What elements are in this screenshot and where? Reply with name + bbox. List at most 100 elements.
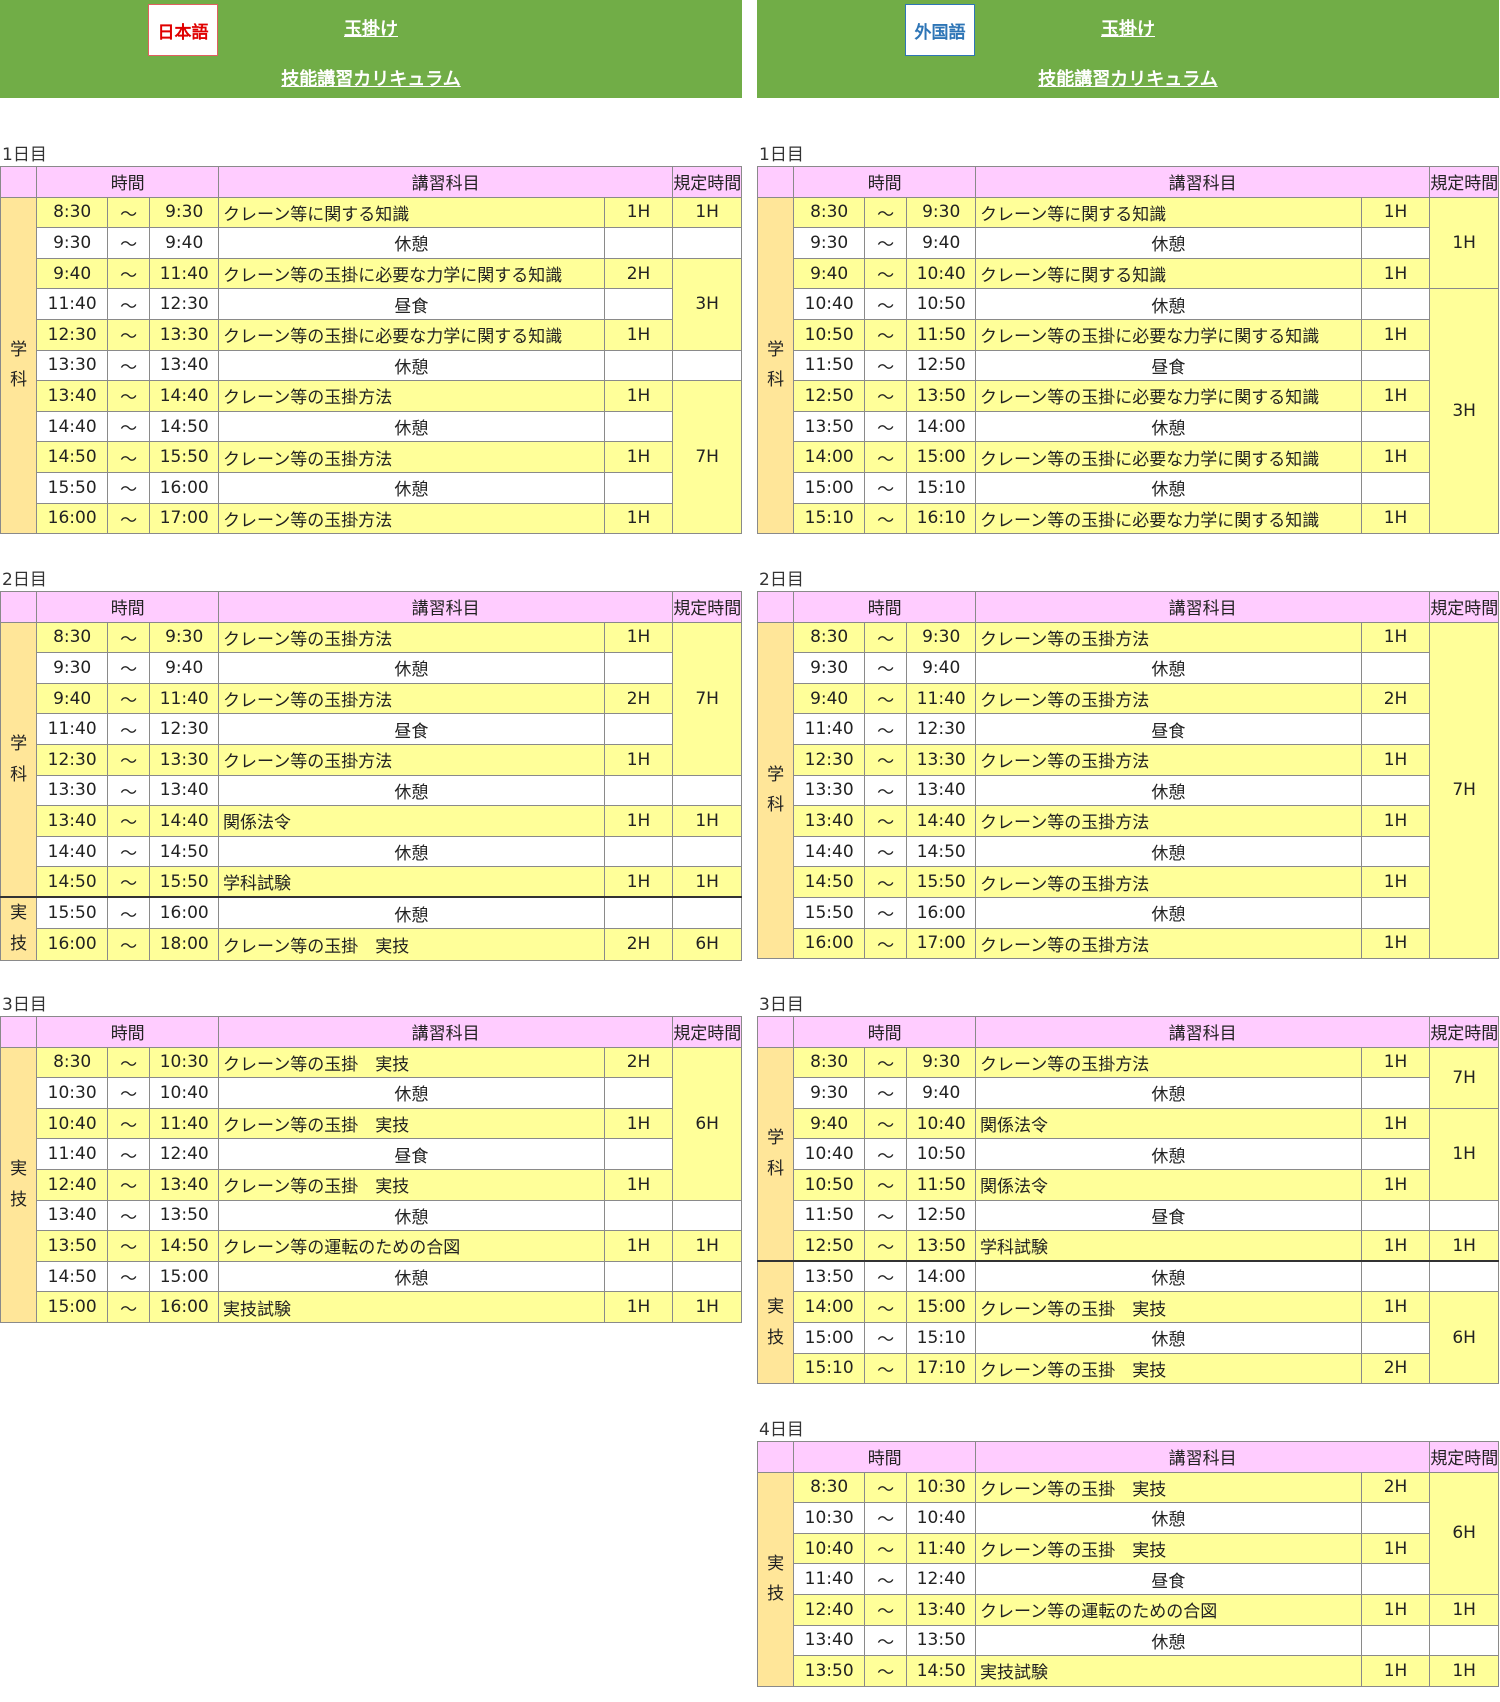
header-required-time: 規定時間 [1429, 166, 1499, 198]
subject: クレーン等の玉掛 実技 [218, 1046, 605, 1079]
category-char: 学 [767, 1128, 785, 1149]
start-time: 15:00 [36, 1291, 108, 1323]
hours [603, 1199, 674, 1232]
language-button-foreign[interactable]: 外国語 [905, 4, 975, 56]
time-separator: ～ [863, 1077, 908, 1109]
schedule-row: 11:50 ～ 12:50 昼食 [758, 349, 1499, 382]
end-time: 12:30 [149, 288, 220, 320]
schedule-row: 9:30 ～ 9:40 休憩 [758, 227, 1499, 259]
end-time: 9:30 [906, 196, 977, 229]
end-time: 15:10 [906, 471, 977, 504]
time-separator: ～ [863, 835, 908, 868]
subject: クレーン等に関する知識 [975, 196, 1362, 229]
schedule-table: 時間 講習科目 規定時間学科 8:30 ～ 9:30 クレーン等の玉掛方法 1H 7H 9:30 ～… [0, 591, 742, 961]
start-time: 10:40 [793, 288, 865, 320]
time-separator: ～ [106, 257, 151, 290]
hours [1360, 410, 1431, 443]
course-link[interactable]: 玉掛け [344, 19, 398, 40]
schedule-row: 10:50 ～ 11:50 関係法令 1H [758, 1168, 1499, 1201]
end-time: 10:30 [149, 1046, 220, 1079]
category-label: 実技 [10, 1159, 27, 1210]
day-label: 1日目 [759, 145, 804, 165]
end-time: 13:50 [906, 380, 977, 412]
subject: 休憩 [975, 1077, 1362, 1109]
hours [603, 349, 674, 382]
start-time: 10:30 [36, 1077, 108, 1109]
hours: 1H [603, 1107, 674, 1140]
header-subject: 講習科目 [975, 166, 1431, 198]
hours: 1H [603, 441, 674, 473]
required-time: 6H [1429, 1471, 1499, 1595]
hours: 1H [603, 866, 674, 898]
start-time: 9:30 [36, 652, 108, 684]
time-separator: ～ [106, 1168, 151, 1201]
category-label: 学科 [767, 765, 784, 816]
hours [1360, 774, 1431, 807]
end-time: 13:30 [149, 318, 220, 351]
curriculum-link[interactable]: 技能講習カリキュラム [1038, 69, 1218, 90]
required-time [672, 1199, 742, 1232]
subject: クレーン等の玉掛方法 [218, 682, 605, 715]
end-time: 11:50 [906, 1168, 977, 1201]
required-time: 6H [672, 928, 742, 961]
start-time: 14:40 [36, 835, 108, 868]
table-header-row: 時間 講習科目 規定時間 [756, 1441, 1499, 1473]
schedule-row: 15:10 ～ 16:10 クレーン等の玉掛に必要な力学に関する知識 1H [758, 502, 1499, 535]
end-time: 9:30 [906, 1046, 977, 1079]
time-separator: ～ [106, 441, 151, 473]
subject: クレーン等の運転のための合図 [975, 1593, 1362, 1626]
header-subject: 講習科目 [975, 1016, 1431, 1048]
time-separator: ～ [863, 1563, 908, 1595]
subject: 昼食 [218, 1138, 605, 1170]
hours [603, 1077, 674, 1109]
schedule-row: 9:40 ～ 10:40 関係法令 1H 1H [758, 1107, 1499, 1201]
schedule-row: 9:40 ～ 11:40 クレーン等の玉掛に必要な力学に関する知識 2H 3H [1, 257, 742, 351]
curriculum-link[interactable]: 技能講習カリキュラム [281, 69, 461, 90]
start-time: 10:30 [793, 1502, 865, 1534]
start-time: 14:00 [793, 441, 865, 473]
time-separator: ～ [106, 318, 151, 351]
table-header-row: 時間 講習科目 規定時間 [756, 591, 1499, 623]
course-link[interactable]: 玉掛け [1101, 19, 1155, 40]
start-time: 10:50 [793, 1168, 865, 1201]
required-time [672, 349, 742, 382]
time-separator: ～ [863, 1593, 908, 1626]
time-separator: ～ [863, 471, 908, 504]
hours: 1H [603, 502, 674, 535]
time-separator: ～ [106, 621, 151, 654]
schedule-row: 12:40 ～ 13:40 クレーン等の運転のための合図 1H 1H [758, 1593, 1499, 1626]
start-time: 14:00 [793, 1291, 865, 1323]
end-time: 14:50 [149, 410, 220, 443]
start-time: 15:10 [793, 1352, 865, 1385]
hours [603, 288, 674, 320]
required-time: 6H [672, 1046, 742, 1201]
time-separator: ～ [106, 288, 151, 320]
subject: クレーン等の玉掛方法 [218, 621, 605, 654]
required-time: 1H [1429, 1593, 1499, 1626]
end-time: 11:40 [906, 682, 977, 715]
table-header-row: 時間 講習科目 規定時間 [0, 591, 742, 623]
start-time: 9:30 [793, 652, 865, 684]
end-time: 13:40 [149, 1168, 220, 1201]
required-time: 1H [672, 805, 742, 837]
end-time: 9:30 [906, 621, 977, 654]
subject: クレーン等の玉掛に必要な力学に関する知識 [218, 257, 605, 290]
required-time [672, 896, 742, 930]
header-blank [756, 1441, 795, 1473]
time-separator: ～ [863, 896, 908, 929]
start-time: 11:40 [36, 288, 108, 320]
end-time: 13:40 [906, 774, 977, 807]
header-bar: 外国語 玉掛け 技能講習カリキュラム [757, 0, 1499, 98]
schedule-row: 9:30 ～ 9:40 休憩 [1, 652, 742, 684]
hours: 1H [1360, 1532, 1431, 1565]
language-button-japanese[interactable]: 日本語 [148, 4, 218, 56]
end-time: 10:50 [906, 1138, 977, 1170]
time-separator: ～ [863, 927, 908, 960]
header-bar: 日本語 玉掛け 技能講習カリキュラム [0, 0, 742, 98]
hours: 1H [603, 743, 674, 776]
hours: 1H [1360, 502, 1431, 535]
hours [1360, 227, 1431, 259]
start-time: 11:50 [793, 1199, 865, 1232]
hours: 2H [1360, 682, 1431, 715]
hours [1360, 652, 1431, 684]
